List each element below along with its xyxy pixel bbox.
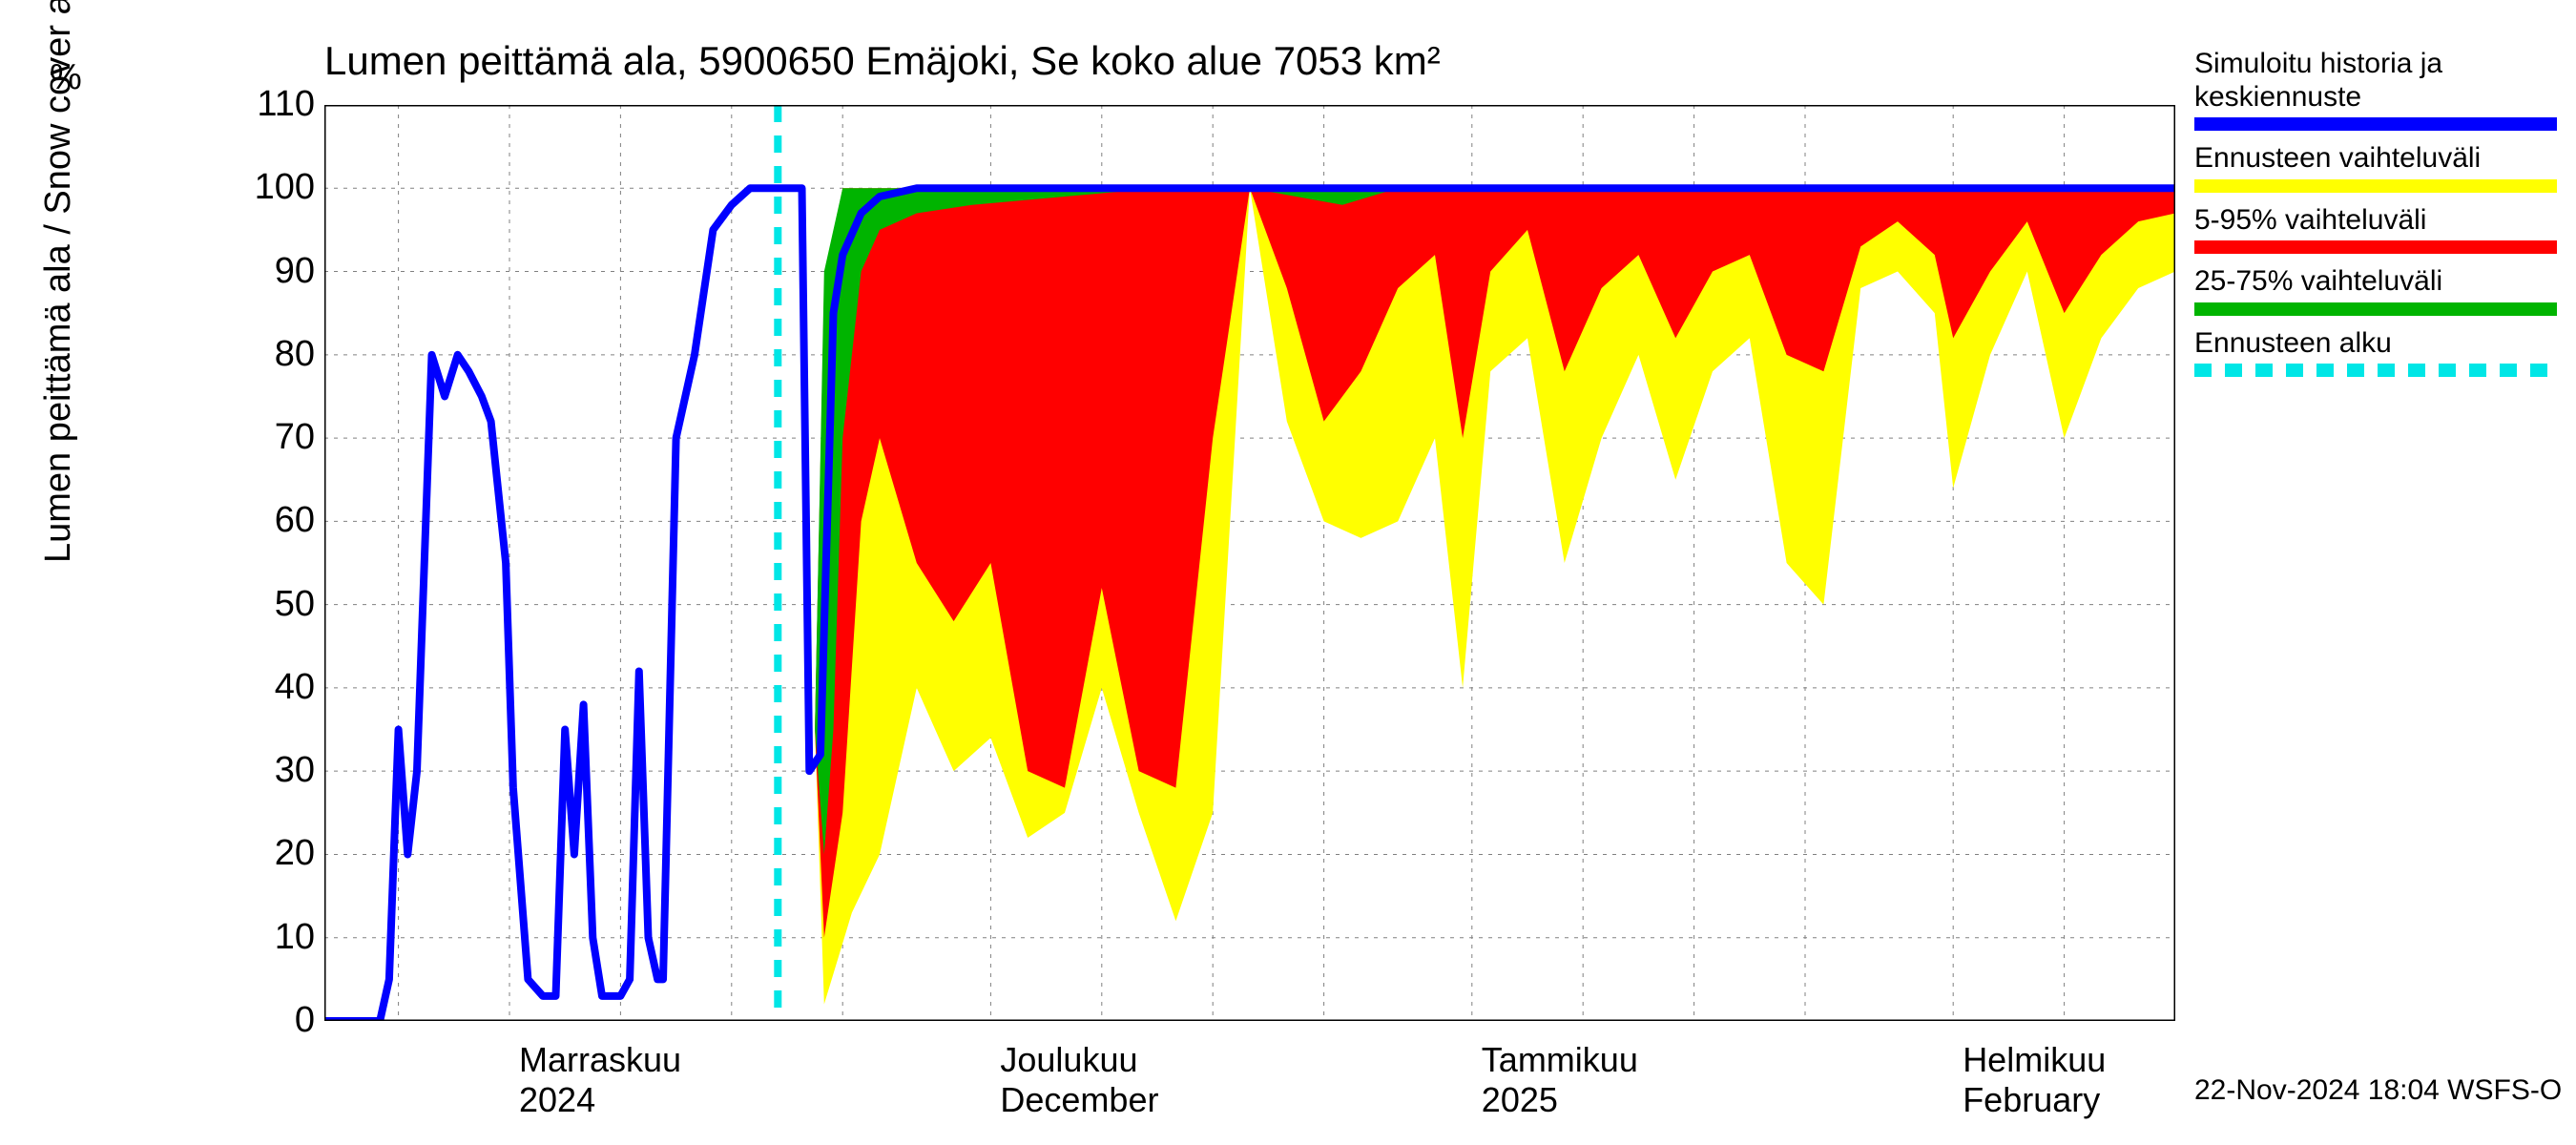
y-axis-unit: % (50, 57, 82, 98)
x-tick-label-fi: Joulukuu (1000, 1040, 1137, 1080)
legend-text: Simuloitu historia ja keskiennuste (2194, 48, 2557, 114)
footer-timestamp: 22-Nov-2024 18:04 WSFS-O (2194, 1074, 2562, 1107)
y-tick-label: 0 (219, 1000, 315, 1041)
y-tick-label: 90 (219, 251, 315, 292)
legend-swatch (2194, 240, 2557, 254)
x-tick-label-en: December (1000, 1080, 1158, 1120)
legend-item: 5-95% vaihteluväli (2194, 204, 2557, 255)
y-tick-label: 20 (219, 833, 315, 874)
y-tick-label: 70 (219, 417, 315, 458)
legend-item: 25-75% vaihteluväli (2194, 265, 2557, 316)
y-tick-label: 10 (219, 917, 315, 958)
x-tick-label-fi: Tammikuu (1482, 1040, 1638, 1080)
y-tick-label: 60 (219, 500, 315, 541)
y-tick-label: 110 (219, 84, 315, 125)
y-tick-label: 40 (219, 667, 315, 708)
chart-container: Lumen peittämä ala, 5900650 Emäjoki, Se … (0, 0, 2576, 1145)
y-tick-label: 100 (219, 167, 315, 208)
legend-text: 5-95% vaihteluväli (2194, 204, 2557, 238)
legend-item: Ennusteen alku (2194, 327, 2557, 378)
chart-title: Lumen peittämä ala, 5900650 Emäjoki, Se … (324, 38, 1441, 84)
legend-item: Ennusteen vaihteluväli (2194, 142, 2557, 193)
y-tick-label: 30 (219, 750, 315, 791)
legend: Simuloitu historia ja keskiennuste Ennust… (2194, 48, 2557, 388)
legend-text: Ennusteen alku (2194, 327, 2557, 361)
legend-text: 25-75% vaihteluväli (2194, 265, 2557, 299)
y-tick-label: 80 (219, 334, 315, 375)
legend-swatch (2194, 364, 2557, 377)
legend-item: Simuloitu historia ja keskiennuste (2194, 48, 2557, 131)
x-tick-label-en: February (1963, 1080, 2100, 1120)
legend-swatch (2194, 117, 2557, 131)
x-tick-label-fi: Helmikuu (1963, 1040, 2106, 1080)
legend-swatch (2194, 302, 2557, 316)
legend-text: Ennusteen vaihteluväli (2194, 142, 2557, 176)
legend-swatch (2194, 179, 2557, 193)
chart-plot-area (324, 105, 2175, 1021)
x-tick-label-en: 2024 (519, 1080, 595, 1120)
x-tick-label-en: 2025 (1482, 1080, 1558, 1120)
x-tick-label-fi: Marraskuu (519, 1040, 681, 1080)
y-tick-label: 50 (219, 584, 315, 625)
